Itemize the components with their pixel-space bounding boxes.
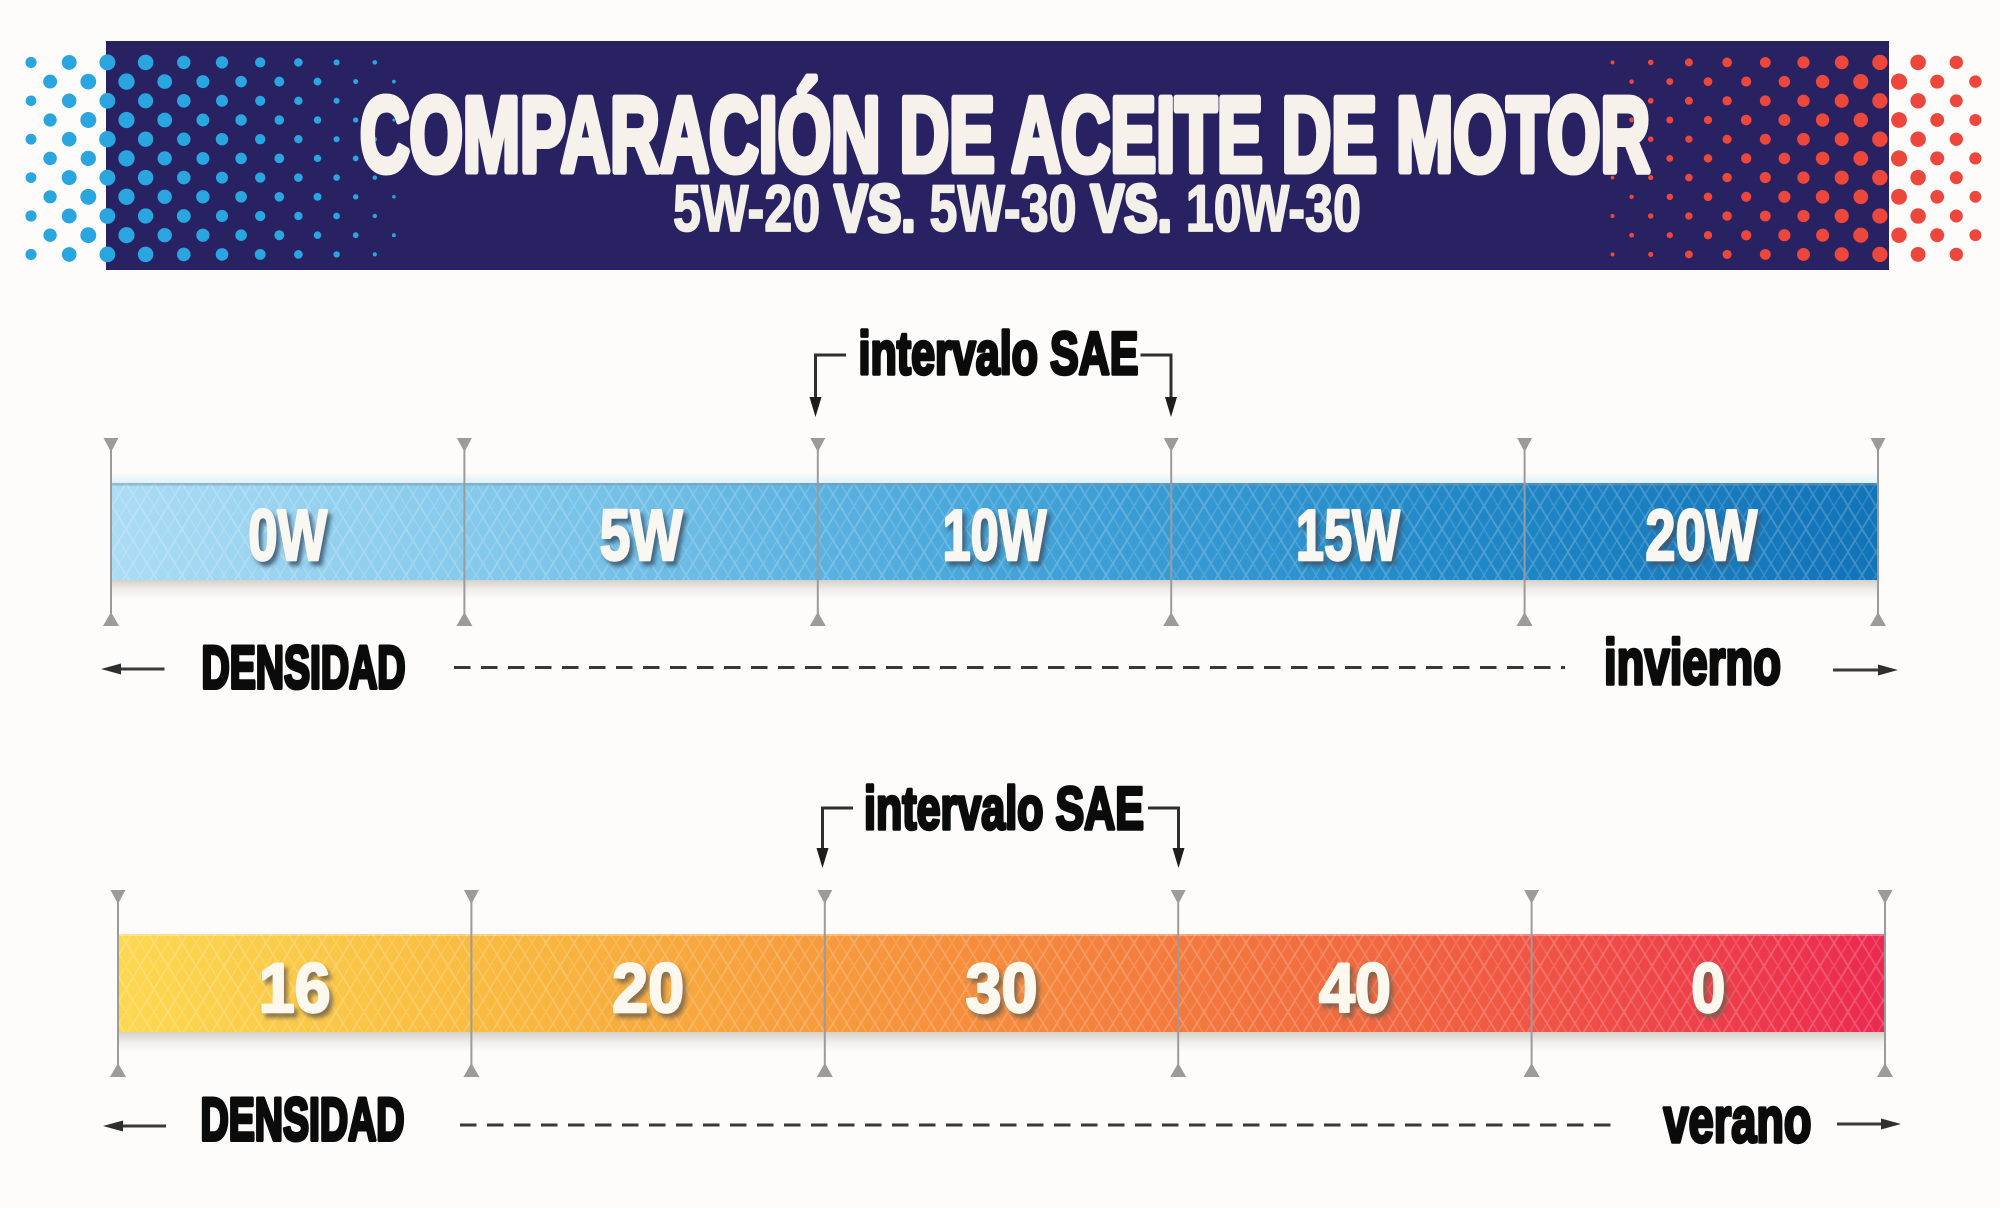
svg-text:intervalo SAE: intervalo SAE	[859, 320, 1139, 387]
svg-text:20: 20	[612, 949, 684, 1027]
svg-text:invierno: invierno	[1604, 626, 1781, 698]
svg-text:20W: 20W	[1645, 496, 1757, 576]
svg-text:40: 40	[1319, 949, 1391, 1027]
svg-text:DENSIDAD: DENSIDAD	[201, 1086, 405, 1153]
svg-text:10W: 10W	[943, 496, 1047, 576]
svg-text:0: 0	[1691, 949, 1725, 1027]
svg-text:30: 30	[966, 949, 1038, 1027]
svg-text:verano: verano	[1664, 1084, 1812, 1156]
svg-text:intervalo SAE: intervalo SAE	[864, 775, 1144, 842]
svg-text:5W-20 VS. 5W-30 VS. 10W-30: 5W-20 VS. 5W-30 VS. 10W-30	[673, 171, 1361, 245]
svg-text:DENSIDAD: DENSIDAD	[202, 634, 406, 701]
svg-text:16: 16	[259, 949, 331, 1027]
svg-text:5W: 5W	[600, 496, 683, 576]
svg-text:COMPARACIÓN DE ACEITE DE MOTOR: COMPARACIÓN DE ACEITE DE MOTOR	[360, 76, 1650, 194]
svg-text:15W: 15W	[1296, 496, 1400, 576]
svg-text:0W: 0W	[248, 496, 327, 576]
